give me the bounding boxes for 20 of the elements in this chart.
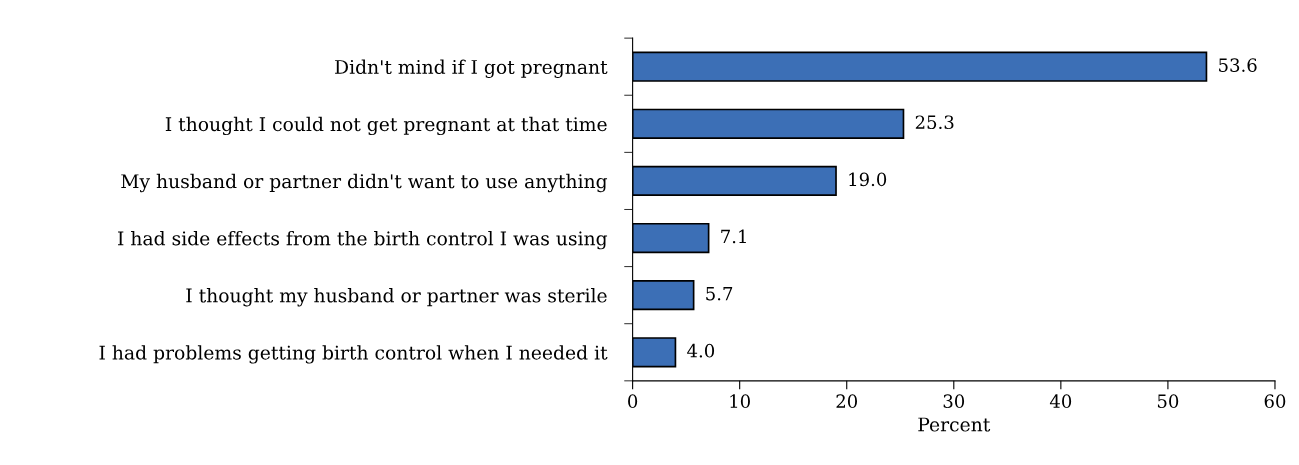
y-tick-label: I thought I could not get pregnant at that time — [165, 116, 607, 136]
data-label: 25.3 — [915, 115, 954, 130]
data-label: 19.0 — [849, 172, 887, 187]
x-tick-label: 40 — [1049, 394, 1072, 409]
y-tick-label: I had problems getting birth control when I needed it — [99, 345, 608, 364]
y-tick-label: I thought my husband or partner was sterile — [186, 288, 607, 307]
y-tick-label: Didn't mind if I got pregnant — [335, 59, 608, 78]
x-tick-label: 50 — [1157, 394, 1179, 409]
data-label: 5.7 — [706, 286, 733, 301]
x-tick-label: 0 — [628, 394, 638, 409]
data-label: 4.0 — [687, 343, 715, 358]
y-tick-label: I had side effects from the birth control I was using — [118, 230, 608, 250]
y-tick-label: My husband or partner didn't want to use anything — [121, 173, 608, 193]
x-tick-label: 30 — [943, 394, 965, 409]
x-tick-label: 20 — [836, 394, 858, 409]
x-axis-title: Percent — [918, 417, 991, 432]
x-tick-label: 60 — [1264, 394, 1286, 409]
data-label: 7.1 — [721, 229, 746, 244]
data-label: 53.6 — [1219, 58, 1257, 72]
x-tick-label: 10 — [730, 394, 750, 409]
